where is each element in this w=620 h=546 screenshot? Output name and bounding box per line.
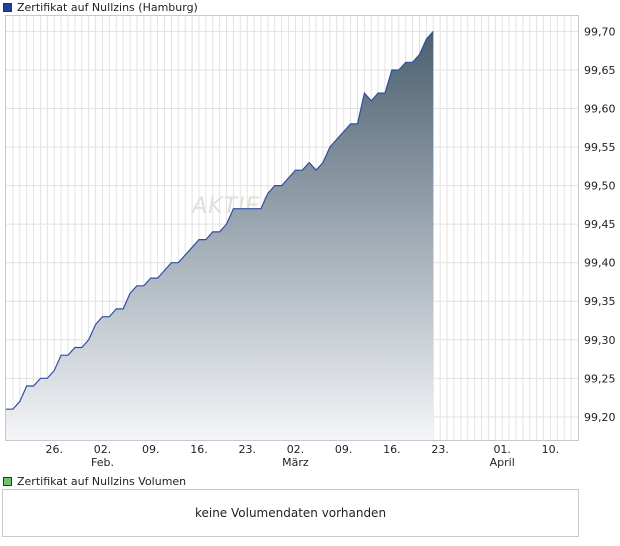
price-legend-label: Zertifikat auf Nullzins (Hamburg) <box>17 0 198 14</box>
x-tick-label: 23. <box>431 443 449 456</box>
y-tick-label: 99,65 <box>584 64 616 77</box>
price-line <box>6 30 434 410</box>
y-tick-label: 99,35 <box>584 295 616 308</box>
volume-legend-swatch <box>3 476 12 486</box>
price-legend-swatch <box>3 2 12 12</box>
y-tick-label: 99,55 <box>584 141 616 154</box>
volume-legend-label: Zertifikat auf Nullzins Volumen <box>17 474 187 488</box>
volume-empty-message: keine Volumendaten vorhanden <box>194 506 387 520</box>
y-tick-label: 99,50 <box>584 180 616 193</box>
x-tick-label: 16. <box>190 443 208 456</box>
volume-panel: keine Volumendaten vorhanden <box>2 489 579 537</box>
volume-legend: Zertifikat auf Nullzins Volumen <box>3 474 186 488</box>
x-tick-label: 16. <box>383 443 401 456</box>
y-tick-label: 99,40 <box>584 257 616 270</box>
y-tick-label: 99,60 <box>584 103 616 116</box>
x-month-label: März <box>282 456 309 469</box>
y-tick-label: 99,45 <box>584 218 616 231</box>
x-tick-label: 23. <box>238 443 256 456</box>
x-tick-label: 26. <box>45 443 63 456</box>
y-tick-label: 99,20 <box>584 411 616 424</box>
x-tick-label: 09. <box>335 443 353 456</box>
x-tick-label: 02. <box>94 443 112 456</box>
price-area <box>6 31 434 441</box>
x-month-label: April <box>490 456 515 469</box>
y-tick-label: 99,70 <box>584 25 616 38</box>
y-tick-label: 99,25 <box>584 372 616 385</box>
x-tick-label: 01. <box>493 443 511 456</box>
x-tick-label: 09. <box>142 443 160 456</box>
price-legend: Zertifikat auf Nullzins (Hamburg) <box>3 0 198 14</box>
x-month-label: Feb. <box>91 456 114 469</box>
x-tick-label: 02. <box>287 443 305 456</box>
price-chart: AKTIEN 99,2099,2599,3099,3599,4099,4599,… <box>5 15 616 469</box>
y-tick-label: 99,30 <box>584 334 616 347</box>
x-tick-label: 10. <box>542 443 560 456</box>
